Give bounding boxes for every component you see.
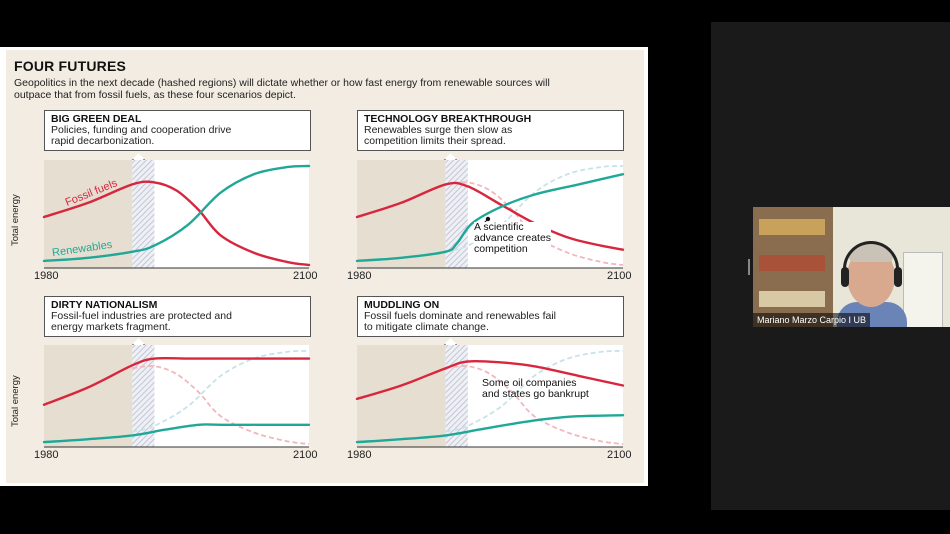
panel-description: Renewables surge then slow as competitio… [364, 124, 513, 147]
x-axis-start-label: 1980 [34, 449, 59, 461]
figure-subtitle: Geopolitics in the next decade (hashed r… [14, 77, 550, 101]
renewables-line [42, 164, 311, 263]
scenario-chart [42, 160, 311, 269]
past-region [44, 345, 133, 447]
panel-caption-box: DIRTY NATIONALISM Fossil-fuel industries … [44, 296, 311, 337]
past-region [44, 160, 133, 268]
x-axis-start-label: 1980 [347, 270, 372, 282]
hashed-region [445, 160, 468, 268]
shared-slide: FOUR FUTURES Geopolitics in the next dec… [0, 47, 648, 486]
scenario-annotation: A scientific advance creates competition [474, 221, 552, 255]
x-axis-end-label: 2100 [607, 449, 632, 461]
x-axis-end-label: 2100 [293, 449, 318, 461]
hashed-region [132, 160, 155, 268]
participant-name: Mariano Marzo Carpio I UB [753, 313, 871, 327]
x-axis-start-label: 1980 [347, 449, 372, 461]
hashed-region [445, 345, 468, 447]
panel-heading: DIRTY NATIONALISM [51, 299, 158, 311]
scenario-chart [355, 345, 625, 448]
fossil-fuels-line [42, 180, 311, 267]
books [759, 291, 825, 307]
panel-resize-handle[interactable] [748, 259, 750, 275]
reference-renewable-line [445, 165, 624, 253]
panel-heading: BIG GREEN DEAL [51, 113, 142, 125]
books [759, 219, 825, 235]
fossil-fuels-line [42, 356, 311, 406]
panel-caption-box: MUDDLING ON Fossil fuels dominate and ren… [357, 296, 624, 337]
participant-video-tile[interactable]: Mariano Marzo Carpio I UB [753, 207, 950, 327]
annotation-dot [485, 216, 491, 222]
door [903, 252, 943, 327]
panel-caption-box: TECHNOLOGY BREAKTHROUGH Renewables surge … [357, 110, 624, 151]
renewables-line [42, 423, 311, 444]
renewables-line [355, 173, 625, 263]
panel-description: Fossil-fuel industries are protected and… [51, 310, 232, 333]
renewables-line [355, 414, 625, 444]
fossil-fuels-line [355, 359, 625, 401]
x-axis-start-label: 1980 [34, 270, 59, 282]
panel-description: Policies, funding and cooperation drive … [51, 124, 232, 147]
hashed-region [132, 345, 155, 447]
fossil-fuels-line [355, 181, 625, 251]
scenario-annotation: Some oil companies and states go bankrup… [482, 377, 589, 400]
reference-renewable-line [132, 350, 310, 433]
headphone-cup-left [841, 267, 849, 287]
reference-fossil-line [132, 365, 310, 445]
panel-heading: MUDDLING ON [364, 299, 440, 311]
headphone-cup-right [894, 267, 902, 287]
panel-description: Fossil fuels dominate and renewables fai… [364, 310, 557, 333]
x-axis-end-label: 2100 [607, 270, 632, 282]
past-region [357, 345, 446, 447]
reference-renewable-line [445, 350, 624, 433]
panel-heading: TECHNOLOGY BREAKTHROUGH [364, 113, 532, 125]
four-futures-figure: FOUR FUTURES Geopolitics in the next dec… [6, 50, 644, 483]
reference-fossil-line [445, 365, 624, 445]
x-axis-end-label: 2100 [293, 270, 318, 282]
y-axis-title: Total energy [10, 194, 21, 247]
scenario-chart [42, 345, 311, 448]
y-axis-title: Total energy [10, 374, 21, 427]
books [759, 255, 825, 271]
panel-caption-box: BIG GREEN DEAL Policies, funding and coop… [44, 110, 311, 151]
figure-title: FOUR FUTURES [14, 58, 127, 74]
past-region [357, 160, 446, 268]
